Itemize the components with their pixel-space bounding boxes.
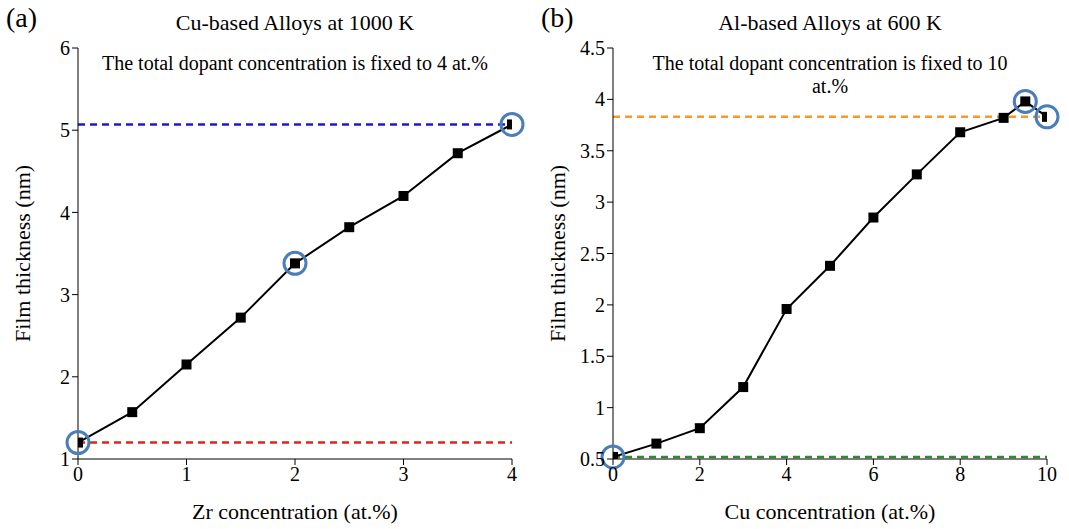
svg-text:1.5: 1.5 (580, 345, 605, 367)
svg-text:1: 1 (595, 397, 605, 419)
svg-text:4: 4 (782, 463, 792, 485)
svg-text:2: 2 (290, 463, 300, 485)
svg-text:Film thickness (nm): Film thickness (nm) (545, 165, 570, 342)
svg-text:4: 4 (507, 463, 517, 485)
html-text:(a): (a) (6, 2, 38, 33)
svg-text:6: 6 (60, 37, 70, 59)
svg-text:4: 4 (595, 88, 605, 110)
svg-text:0.5: 0.5 (580, 448, 605, 470)
svg-text:3.5: 3.5 (580, 140, 605, 162)
html-text:The total dopant concentration: The total dopant concentration is fixed … (102, 52, 488, 74)
svg-text:Film thickness (nm): Film thickness (nm) (10, 165, 35, 342)
svg-text:Cu concentration (at.%): Cu concentration (at.%) (725, 499, 936, 524)
svg-text:2: 2 (695, 463, 705, 485)
svg-text:2: 2 (595, 294, 605, 316)
html-text:(b): (b) (541, 2, 574, 33)
svg-text:3: 3 (399, 463, 409, 485)
html-text:Cu-based Alloys at 1000 K: Cu-based Alloys at 1000 K (175, 10, 415, 35)
svg-text:4: 4 (60, 202, 70, 224)
svg-text:5: 5 (60, 119, 70, 141)
svg-text:3: 3 (595, 191, 605, 213)
html-text:Al-based Alloys at 600 K: Al-based Alloys at 600 K (718, 10, 942, 35)
svg-text:1: 1 (60, 448, 70, 470)
svg-text:0: 0 (608, 463, 618, 485)
svg-text:Zr concentration (at.%): Zr concentration (at.%) (192, 499, 398, 524)
svg-text:10: 10 (1037, 463, 1057, 485)
svg-text:6: 6 (868, 463, 878, 485)
html-text:The total dopant concentration: The total dopant concentration is fixed … (652, 52, 1008, 97)
svg-text:4.5: 4.5 (580, 37, 605, 59)
svg-text:0: 0 (73, 463, 83, 485)
svg-text:2.5: 2.5 (580, 243, 605, 265)
svg-text:8: 8 (955, 463, 965, 485)
svg-text:2: 2 (60, 366, 70, 388)
svg-text:3: 3 (60, 284, 70, 306)
svg-text:1: 1 (182, 463, 192, 485)
